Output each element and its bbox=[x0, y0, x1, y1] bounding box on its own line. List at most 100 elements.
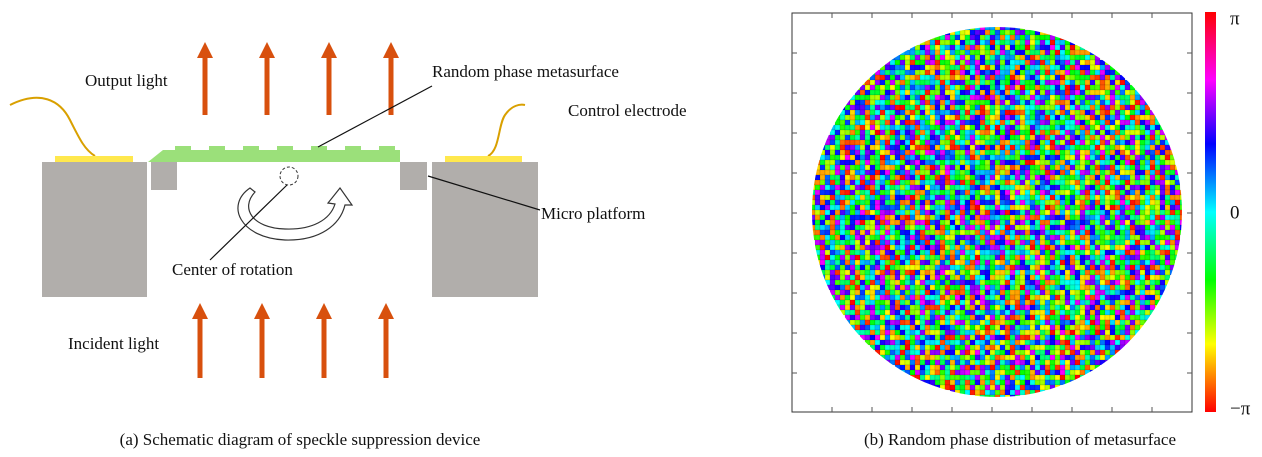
pixel bbox=[845, 285, 850, 290]
pixel bbox=[1090, 230, 1095, 235]
pixel bbox=[910, 85, 915, 90]
pixel bbox=[975, 385, 980, 390]
pixel bbox=[1005, 90, 1010, 95]
pixel bbox=[920, 340, 925, 345]
pixel bbox=[995, 155, 1000, 160]
pixel bbox=[1110, 200, 1115, 205]
pixel bbox=[1025, 360, 1030, 365]
pixel bbox=[1020, 35, 1025, 40]
pixel bbox=[990, 200, 995, 205]
pixel bbox=[965, 170, 970, 175]
pixel bbox=[950, 185, 955, 190]
pixel bbox=[1085, 120, 1090, 125]
pixel bbox=[1155, 180, 1160, 185]
pixel bbox=[1135, 120, 1140, 125]
pixel bbox=[1080, 230, 1085, 235]
pixel bbox=[1120, 125, 1125, 130]
pixel bbox=[925, 365, 930, 370]
pixel bbox=[825, 235, 830, 240]
pixel bbox=[860, 145, 865, 150]
pixel bbox=[975, 35, 980, 40]
pixel bbox=[920, 300, 925, 305]
pixel bbox=[1080, 65, 1085, 70]
pixel bbox=[905, 155, 910, 160]
pixel bbox=[1015, 85, 1020, 90]
pixel bbox=[985, 215, 990, 220]
pixel bbox=[885, 250, 890, 255]
pixel bbox=[1030, 80, 1035, 85]
pixel bbox=[1165, 215, 1170, 220]
pixel bbox=[1090, 320, 1095, 325]
pixel bbox=[1050, 90, 1055, 95]
pixel bbox=[1150, 270, 1155, 275]
pixel bbox=[970, 345, 975, 350]
pixel bbox=[1090, 95, 1095, 100]
pixel bbox=[945, 375, 950, 380]
pixel bbox=[900, 255, 905, 260]
pixel bbox=[1130, 190, 1135, 195]
pixel bbox=[930, 330, 935, 335]
pixel bbox=[815, 220, 820, 225]
pixel bbox=[1000, 70, 1005, 75]
pixel bbox=[1010, 210, 1015, 215]
pixel bbox=[1080, 70, 1085, 75]
pixel bbox=[930, 240, 935, 245]
pixel bbox=[840, 230, 845, 235]
pixel bbox=[900, 270, 905, 275]
pixel bbox=[975, 110, 980, 115]
pixel bbox=[1125, 265, 1130, 270]
pixel bbox=[970, 340, 975, 345]
pixel bbox=[1070, 135, 1075, 140]
pixel bbox=[890, 165, 895, 170]
pixel bbox=[1065, 150, 1070, 155]
pixel bbox=[1075, 300, 1080, 305]
pixel bbox=[950, 380, 955, 385]
pixel bbox=[1065, 335, 1070, 340]
pixel bbox=[905, 200, 910, 205]
pixel bbox=[1000, 160, 1005, 165]
pixel bbox=[1040, 95, 1045, 100]
pixel bbox=[1170, 240, 1175, 245]
pixel bbox=[1005, 110, 1010, 115]
pixel bbox=[880, 210, 885, 215]
pixel bbox=[1050, 370, 1055, 375]
pixel bbox=[830, 220, 835, 225]
pixel bbox=[930, 55, 935, 60]
pixel bbox=[915, 310, 920, 315]
pixel bbox=[1015, 150, 1020, 155]
pixel bbox=[840, 255, 845, 260]
pixel bbox=[1015, 380, 1020, 385]
pixel bbox=[995, 260, 1000, 265]
pixel bbox=[835, 235, 840, 240]
pixel bbox=[1060, 160, 1065, 165]
pixel bbox=[920, 155, 925, 160]
pixel bbox=[975, 330, 980, 335]
pixel bbox=[890, 225, 895, 230]
pixel bbox=[955, 365, 960, 370]
pixel bbox=[975, 90, 980, 95]
pixel bbox=[1120, 145, 1125, 150]
pixel bbox=[1100, 165, 1105, 170]
pixel bbox=[945, 50, 950, 55]
pixel bbox=[1060, 135, 1065, 140]
pixel bbox=[1030, 105, 1035, 110]
pixel bbox=[1010, 125, 1015, 130]
pixel bbox=[930, 310, 935, 315]
pixel bbox=[965, 295, 970, 300]
pixel bbox=[1085, 190, 1090, 195]
pixel bbox=[1080, 140, 1085, 145]
pixel bbox=[880, 340, 885, 345]
pixel bbox=[1050, 40, 1055, 45]
pixel bbox=[950, 200, 955, 205]
pixel bbox=[1135, 295, 1140, 300]
pixel bbox=[915, 190, 920, 195]
pixel bbox=[925, 260, 930, 265]
pixel bbox=[890, 210, 895, 215]
pixel bbox=[995, 295, 1000, 300]
pixel bbox=[990, 320, 995, 325]
pixel bbox=[825, 270, 830, 275]
pixel bbox=[855, 180, 860, 185]
pixel bbox=[1095, 225, 1100, 230]
pixel bbox=[1050, 205, 1055, 210]
pixel bbox=[965, 190, 970, 195]
